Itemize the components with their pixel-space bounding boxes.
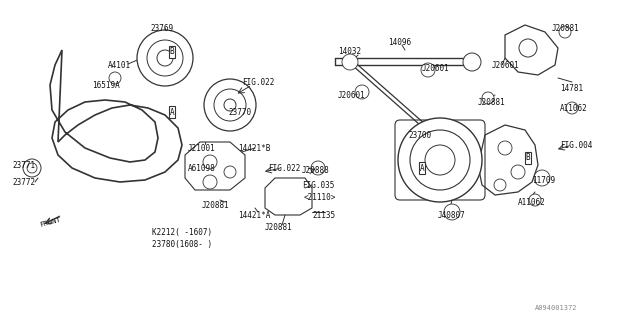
Circle shape: [398, 118, 482, 202]
Text: A61098: A61098: [188, 164, 216, 172]
Circle shape: [23, 159, 41, 177]
Text: 23772: 23772: [12, 178, 35, 187]
Text: 23770: 23770: [228, 108, 251, 116]
Text: 14421*A: 14421*A: [238, 211, 270, 220]
Circle shape: [559, 26, 571, 38]
Circle shape: [410, 130, 470, 190]
Text: J20881: J20881: [552, 23, 580, 33]
Text: 23780(1608- ): 23780(1608- ): [152, 239, 212, 249]
Text: B: B: [525, 154, 531, 163]
Circle shape: [157, 50, 173, 66]
Text: 11709: 11709: [532, 175, 555, 185]
Circle shape: [519, 39, 537, 57]
Circle shape: [204, 79, 256, 131]
Circle shape: [498, 141, 512, 155]
Text: 14421*B: 14421*B: [238, 143, 270, 153]
Text: J21001: J21001: [188, 143, 216, 153]
Circle shape: [355, 85, 369, 99]
Text: 14032: 14032: [338, 47, 361, 57]
Text: 23771: 23771: [12, 161, 35, 170]
Circle shape: [529, 194, 541, 206]
Text: J20601: J20601: [492, 60, 520, 69]
Text: FIG.022: FIG.022: [268, 164, 300, 172]
Circle shape: [224, 99, 236, 111]
Text: A094001372: A094001372: [535, 305, 577, 311]
Circle shape: [482, 92, 494, 104]
Circle shape: [203, 155, 217, 169]
Text: A: A: [170, 108, 174, 116]
Circle shape: [444, 204, 460, 220]
Circle shape: [421, 63, 435, 77]
Text: 23700: 23700: [408, 131, 431, 140]
Circle shape: [27, 163, 37, 173]
Text: J20881: J20881: [265, 223, 292, 233]
Text: A11062: A11062: [518, 197, 546, 206]
Text: FIG.035: FIG.035: [302, 180, 334, 189]
Text: FIG.004: FIG.004: [560, 140, 593, 149]
Text: 16519A: 16519A: [92, 81, 120, 90]
Text: J20601: J20601: [338, 91, 365, 100]
Circle shape: [311, 161, 325, 175]
Circle shape: [109, 72, 121, 84]
Text: J20881: J20881: [478, 98, 506, 107]
Text: B: B: [170, 47, 174, 57]
Text: <21110>: <21110>: [304, 194, 337, 203]
Circle shape: [511, 165, 525, 179]
Text: A4101: A4101: [108, 60, 131, 69]
Text: 23769: 23769: [150, 23, 173, 33]
Text: J20888: J20888: [302, 165, 330, 174]
Text: A11062: A11062: [560, 103, 588, 113]
Circle shape: [147, 40, 183, 76]
Circle shape: [224, 166, 236, 178]
Circle shape: [425, 145, 455, 175]
Text: J40807: J40807: [438, 211, 466, 220]
Text: FIG.022: FIG.022: [242, 77, 275, 86]
Text: J20601: J20601: [422, 63, 450, 73]
Circle shape: [203, 175, 217, 189]
Circle shape: [463, 53, 481, 71]
Circle shape: [494, 179, 506, 191]
Text: 14781: 14781: [560, 84, 583, 92]
Circle shape: [534, 170, 550, 186]
Circle shape: [137, 30, 193, 86]
Text: A: A: [420, 164, 424, 172]
Text: 21135: 21135: [312, 211, 335, 220]
Text: FRONT: FRONT: [38, 216, 61, 228]
Circle shape: [342, 54, 358, 70]
Circle shape: [214, 89, 246, 121]
Text: K2212( -1607): K2212( -1607): [152, 228, 212, 236]
Circle shape: [566, 102, 578, 114]
Text: J20881: J20881: [202, 201, 230, 210]
Text: 14096: 14096: [388, 37, 411, 46]
